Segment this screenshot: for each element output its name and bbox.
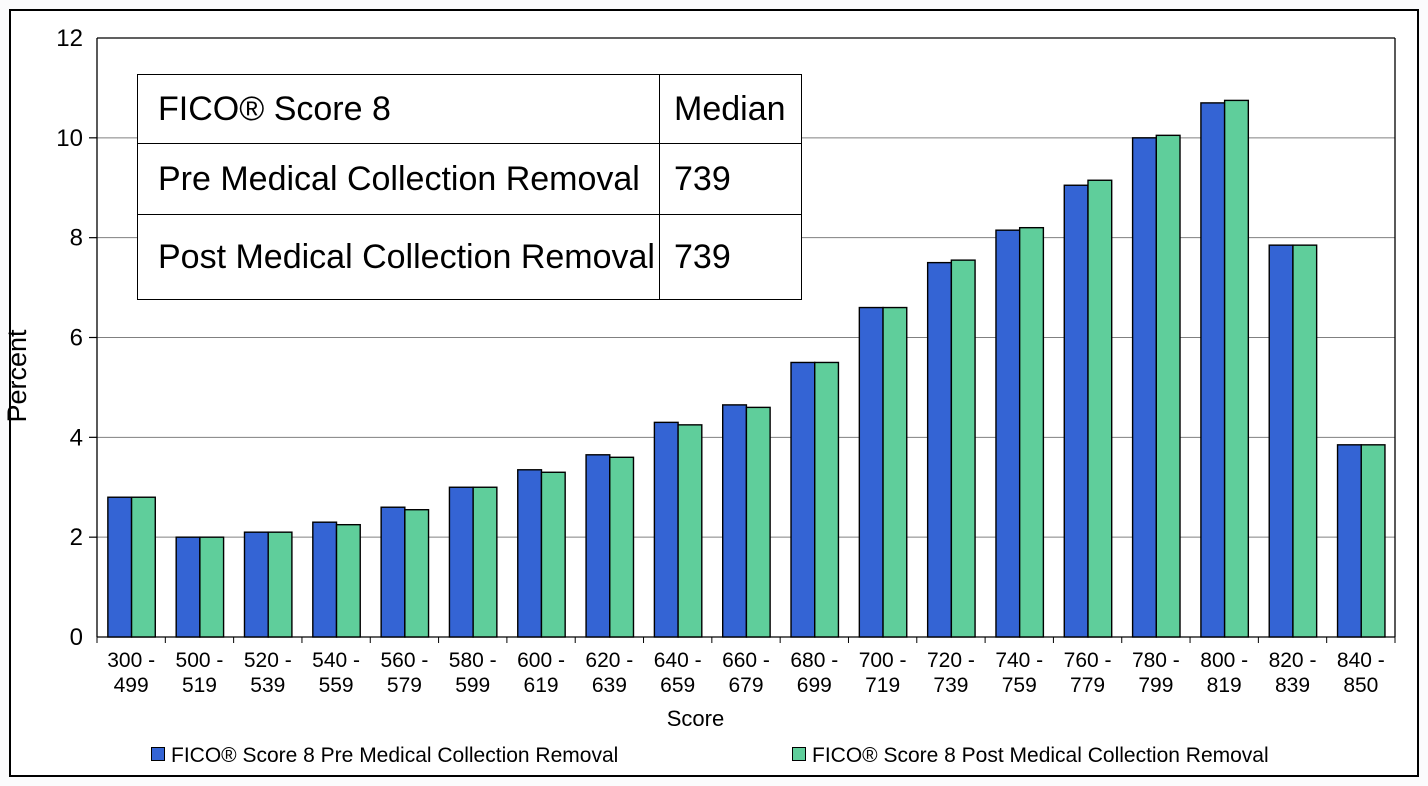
svg-text:500 -: 500 - [176,649,224,672]
svg-text:540 -: 540 - [312,649,360,672]
svg-text:580 -: 580 - [449,649,497,672]
svg-text:680 -: 680 - [790,649,838,672]
svg-text:4: 4 [70,424,83,451]
svg-text:759: 759 [1002,674,1037,697]
svg-text:839: 839 [1275,674,1310,697]
svg-text:12: 12 [56,25,83,52]
svg-text:639: 639 [592,674,627,697]
svg-text:819: 819 [1207,674,1242,697]
svg-text:619: 619 [524,674,559,697]
svg-text:660 -: 660 - [722,649,770,672]
svg-text:659: 659 [660,674,695,697]
svg-text:520 -: 520 - [244,649,292,672]
svg-text:719: 719 [865,674,900,697]
svg-text:780 -: 780 - [1132,649,1180,672]
svg-text:800 -: 800 - [1200,649,1248,672]
svg-text:640 -: 640 - [654,649,702,672]
svg-text:519: 519 [182,674,217,697]
svg-text:840 -: 840 - [1337,649,1385,672]
svg-text:600 -: 600 - [517,649,565,672]
svg-text:850: 850 [1343,674,1378,697]
svg-text:720 -: 720 - [927,649,975,672]
svg-text:8: 8 [70,225,83,252]
svg-text:740 -: 740 - [995,649,1043,672]
svg-text:10: 10 [56,125,83,152]
svg-text:700 -: 700 - [859,649,907,672]
svg-text:820 -: 820 - [1269,649,1317,672]
svg-text:300 -: 300 - [107,649,155,672]
svg-text:6: 6 [70,325,83,352]
svg-text:559: 559 [319,674,354,697]
svg-text:699: 699 [797,674,832,697]
svg-text:579: 579 [387,674,422,697]
svg-text:0: 0 [70,624,83,651]
svg-text:599: 599 [455,674,490,697]
svg-text:620 -: 620 - [585,649,633,672]
svg-text:499: 499 [114,674,149,697]
svg-text:739: 739 [933,674,968,697]
svg-text:679: 679 [728,674,763,697]
svg-text:799: 799 [1138,674,1173,697]
svg-text:2: 2 [70,524,83,551]
svg-text:779: 779 [1070,674,1105,697]
svg-text:760 -: 760 - [1064,649,1112,672]
svg-text:560 -: 560 - [380,649,428,672]
svg-text:539: 539 [250,674,285,697]
